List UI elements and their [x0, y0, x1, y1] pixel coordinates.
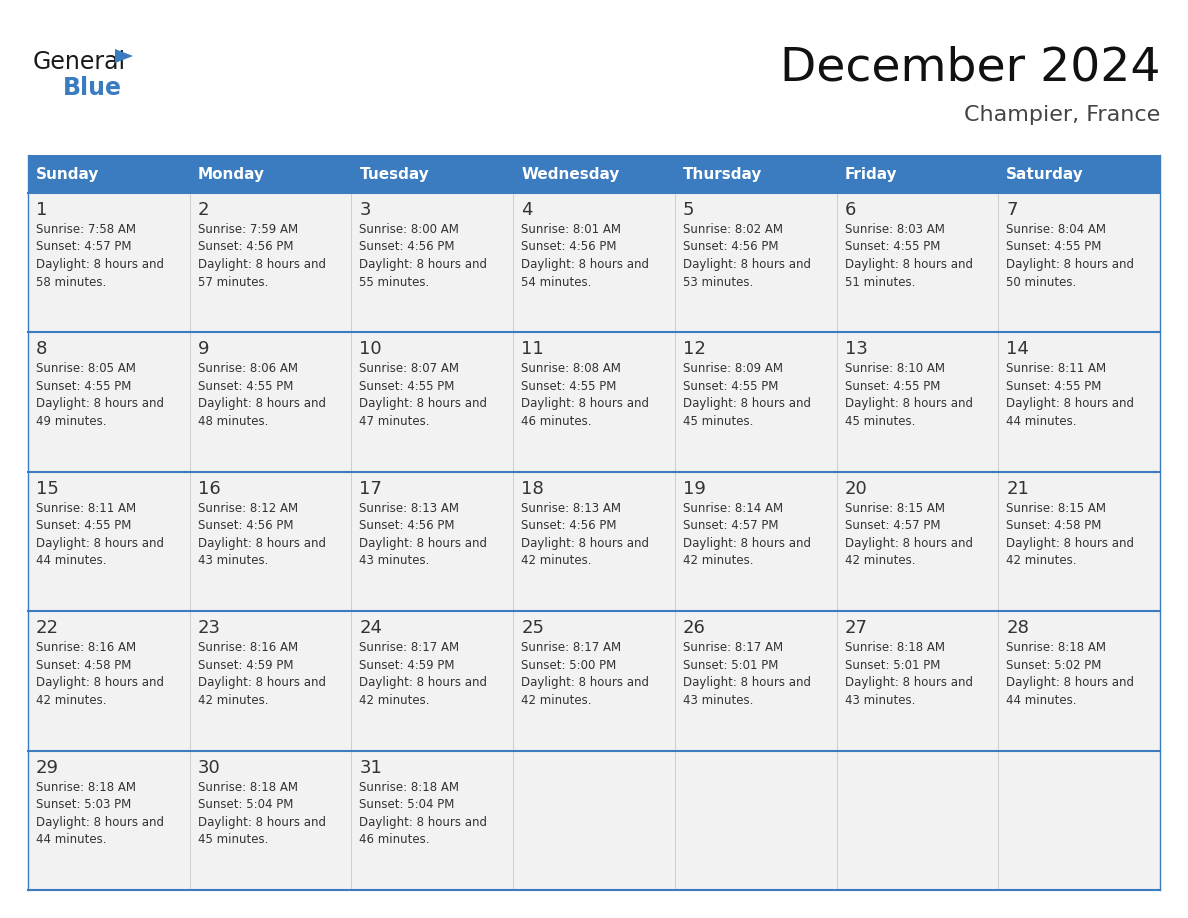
Text: 12: 12: [683, 341, 706, 358]
Text: 26: 26: [683, 620, 706, 637]
Text: 1: 1: [36, 201, 48, 219]
Text: Sunrise: 7:58 AM
Sunset: 4:57 PM
Daylight: 8 hours and
58 minutes.: Sunrise: 7:58 AM Sunset: 4:57 PM Dayligh…: [36, 223, 164, 288]
Text: Sunrise: 8:17 AM
Sunset: 5:00 PM
Daylight: 8 hours and
42 minutes.: Sunrise: 8:17 AM Sunset: 5:00 PM Dayligh…: [522, 641, 649, 707]
Text: Sunrise: 8:18 AM
Sunset: 5:04 PM
Daylight: 8 hours and
46 minutes.: Sunrise: 8:18 AM Sunset: 5:04 PM Dayligh…: [360, 780, 487, 846]
Text: 27: 27: [845, 620, 867, 637]
Bar: [29, 751, 1159, 890]
Text: 3: 3: [360, 201, 371, 219]
Text: Saturday: Saturday: [1006, 166, 1083, 182]
Text: Friday: Friday: [845, 166, 897, 182]
Text: Sunrise: 8:13 AM
Sunset: 4:56 PM
Daylight: 8 hours and
42 minutes.: Sunrise: 8:13 AM Sunset: 4:56 PM Dayligh…: [522, 502, 649, 567]
Text: Sunrise: 8:17 AM
Sunset: 4:59 PM
Daylight: 8 hours and
42 minutes.: Sunrise: 8:17 AM Sunset: 4:59 PM Dayligh…: [360, 641, 487, 707]
Text: 15: 15: [36, 480, 59, 498]
Text: Sunrise: 8:08 AM
Sunset: 4:55 PM
Daylight: 8 hours and
46 minutes.: Sunrise: 8:08 AM Sunset: 4:55 PM Dayligh…: [522, 363, 649, 428]
Text: Monday: Monday: [197, 166, 265, 182]
Text: Sunrise: 8:18 AM
Sunset: 5:01 PM
Daylight: 8 hours and
43 minutes.: Sunrise: 8:18 AM Sunset: 5:01 PM Dayligh…: [845, 641, 973, 707]
Text: 22: 22: [36, 620, 59, 637]
Text: Sunrise: 8:17 AM
Sunset: 5:01 PM
Daylight: 8 hours and
43 minutes.: Sunrise: 8:17 AM Sunset: 5:01 PM Dayligh…: [683, 641, 811, 707]
Text: 6: 6: [845, 201, 855, 219]
Text: 11: 11: [522, 341, 544, 358]
Text: 9: 9: [197, 341, 209, 358]
Text: 14: 14: [1006, 341, 1029, 358]
Text: 21: 21: [1006, 480, 1029, 498]
Text: Blue: Blue: [63, 76, 122, 100]
Text: 7: 7: [1006, 201, 1018, 219]
Text: 29: 29: [36, 758, 59, 777]
Text: 17: 17: [360, 480, 383, 498]
Text: Sunrise: 8:03 AM
Sunset: 4:55 PM
Daylight: 8 hours and
51 minutes.: Sunrise: 8:03 AM Sunset: 4:55 PM Dayligh…: [845, 223, 973, 288]
Text: Wednesday: Wednesday: [522, 166, 619, 182]
Bar: [29, 193, 1159, 332]
Polygon shape: [115, 49, 133, 63]
Text: Tuesday: Tuesday: [360, 166, 429, 182]
Text: 24: 24: [360, 620, 383, 637]
Text: Sunrise: 8:16 AM
Sunset: 4:58 PM
Daylight: 8 hours and
42 minutes.: Sunrise: 8:16 AM Sunset: 4:58 PM Dayligh…: [36, 641, 164, 707]
Text: Sunrise: 8:10 AM
Sunset: 4:55 PM
Daylight: 8 hours and
45 minutes.: Sunrise: 8:10 AM Sunset: 4:55 PM Dayligh…: [845, 363, 973, 428]
Text: Sunrise: 8:09 AM
Sunset: 4:55 PM
Daylight: 8 hours and
45 minutes.: Sunrise: 8:09 AM Sunset: 4:55 PM Dayligh…: [683, 363, 811, 428]
Bar: [29, 472, 1159, 611]
Text: General: General: [33, 50, 126, 74]
Text: Sunrise: 8:18 AM
Sunset: 5:03 PM
Daylight: 8 hours and
44 minutes.: Sunrise: 8:18 AM Sunset: 5:03 PM Dayligh…: [36, 780, 164, 846]
Text: December 2024: December 2024: [779, 46, 1159, 91]
Text: Sunrise: 8:01 AM
Sunset: 4:56 PM
Daylight: 8 hours and
54 minutes.: Sunrise: 8:01 AM Sunset: 4:56 PM Dayligh…: [522, 223, 649, 288]
Text: Sunrise: 8:07 AM
Sunset: 4:55 PM
Daylight: 8 hours and
47 minutes.: Sunrise: 8:07 AM Sunset: 4:55 PM Dayligh…: [360, 363, 487, 428]
Text: 23: 23: [197, 620, 221, 637]
Text: Sunrise: 8:06 AM
Sunset: 4:55 PM
Daylight: 8 hours and
48 minutes.: Sunrise: 8:06 AM Sunset: 4:55 PM Dayligh…: [197, 363, 326, 428]
Text: 19: 19: [683, 480, 706, 498]
Text: Sunrise: 8:16 AM
Sunset: 4:59 PM
Daylight: 8 hours and
42 minutes.: Sunrise: 8:16 AM Sunset: 4:59 PM Dayligh…: [197, 641, 326, 707]
Bar: [29, 611, 1159, 751]
Text: 2: 2: [197, 201, 209, 219]
Text: Sunrise: 8:11 AM
Sunset: 4:55 PM
Daylight: 8 hours and
44 minutes.: Sunrise: 8:11 AM Sunset: 4:55 PM Dayligh…: [1006, 363, 1135, 428]
Text: Champier, France: Champier, France: [963, 105, 1159, 125]
Text: 5: 5: [683, 201, 694, 219]
Text: 4: 4: [522, 201, 532, 219]
Text: 10: 10: [360, 341, 383, 358]
Text: 20: 20: [845, 480, 867, 498]
Text: Sunday: Sunday: [36, 166, 100, 182]
Text: Sunrise: 8:02 AM
Sunset: 4:56 PM
Daylight: 8 hours and
53 minutes.: Sunrise: 8:02 AM Sunset: 4:56 PM Dayligh…: [683, 223, 811, 288]
Text: 31: 31: [360, 758, 383, 777]
Text: Sunrise: 8:18 AM
Sunset: 5:04 PM
Daylight: 8 hours and
45 minutes.: Sunrise: 8:18 AM Sunset: 5:04 PM Dayligh…: [197, 780, 326, 846]
Text: 13: 13: [845, 341, 867, 358]
Text: Sunrise: 7:59 AM
Sunset: 4:56 PM
Daylight: 8 hours and
57 minutes.: Sunrise: 7:59 AM Sunset: 4:56 PM Dayligh…: [197, 223, 326, 288]
Text: Sunrise: 8:12 AM
Sunset: 4:56 PM
Daylight: 8 hours and
43 minutes.: Sunrise: 8:12 AM Sunset: 4:56 PM Dayligh…: [197, 502, 326, 567]
Text: 28: 28: [1006, 620, 1029, 637]
Text: Sunrise: 8:11 AM
Sunset: 4:55 PM
Daylight: 8 hours and
44 minutes.: Sunrise: 8:11 AM Sunset: 4:55 PM Dayligh…: [36, 502, 164, 567]
Text: 16: 16: [197, 480, 221, 498]
Text: Sunrise: 8:13 AM
Sunset: 4:56 PM
Daylight: 8 hours and
43 minutes.: Sunrise: 8:13 AM Sunset: 4:56 PM Dayligh…: [360, 502, 487, 567]
Text: Sunrise: 8:00 AM
Sunset: 4:56 PM
Daylight: 8 hours and
55 minutes.: Sunrise: 8:00 AM Sunset: 4:56 PM Dayligh…: [360, 223, 487, 288]
Text: Sunrise: 8:05 AM
Sunset: 4:55 PM
Daylight: 8 hours and
49 minutes.: Sunrise: 8:05 AM Sunset: 4:55 PM Dayligh…: [36, 363, 164, 428]
Text: 8: 8: [36, 341, 48, 358]
Text: Sunrise: 8:14 AM
Sunset: 4:57 PM
Daylight: 8 hours and
42 minutes.: Sunrise: 8:14 AM Sunset: 4:57 PM Dayligh…: [683, 502, 811, 567]
Text: 30: 30: [197, 758, 221, 777]
Text: Sunrise: 8:15 AM
Sunset: 4:58 PM
Daylight: 8 hours and
42 minutes.: Sunrise: 8:15 AM Sunset: 4:58 PM Dayligh…: [1006, 502, 1135, 567]
Text: Sunrise: 8:04 AM
Sunset: 4:55 PM
Daylight: 8 hours and
50 minutes.: Sunrise: 8:04 AM Sunset: 4:55 PM Dayligh…: [1006, 223, 1135, 288]
Bar: [29, 155, 1159, 193]
Text: 18: 18: [522, 480, 544, 498]
Text: Thursday: Thursday: [683, 166, 763, 182]
Text: Sunrise: 8:18 AM
Sunset: 5:02 PM
Daylight: 8 hours and
44 minutes.: Sunrise: 8:18 AM Sunset: 5:02 PM Dayligh…: [1006, 641, 1135, 707]
Text: Sunrise: 8:15 AM
Sunset: 4:57 PM
Daylight: 8 hours and
42 minutes.: Sunrise: 8:15 AM Sunset: 4:57 PM Dayligh…: [845, 502, 973, 567]
Bar: [29, 332, 1159, 472]
Text: 25: 25: [522, 620, 544, 637]
